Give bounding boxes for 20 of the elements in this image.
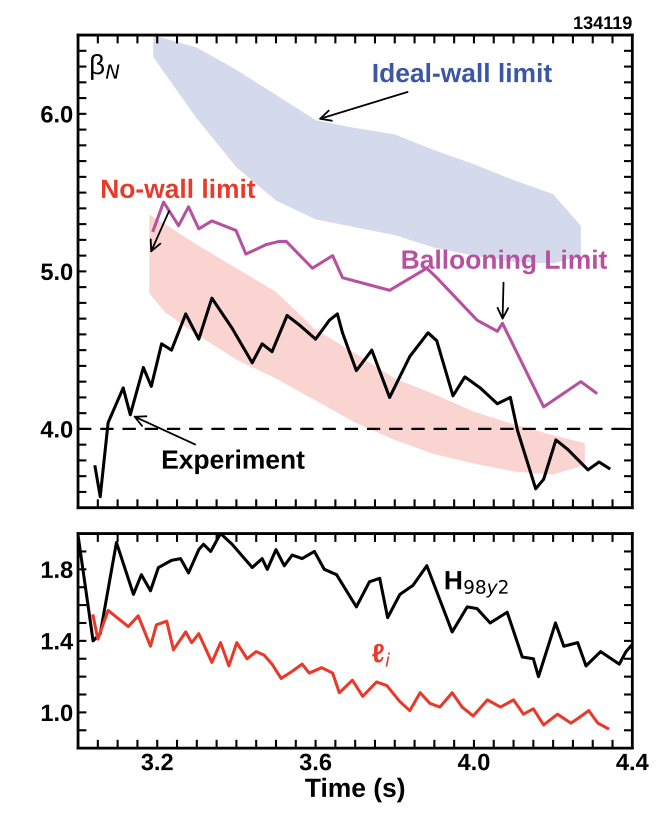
annotation: Ballooning Limit: [402, 250, 608, 274]
x-tick-label: 3.2: [141, 754, 173, 770]
x-tick-label: 4.0: [458, 754, 490, 770]
legend-label: H$_{98y2}$: [446, 571, 508, 598]
annotation: Ideal-wall limit: [374, 62, 552, 82]
text: 134119: [574, 16, 632, 30]
y-tick-label: 5.0: [41, 263, 72, 280]
y-axis-title: β$_{N}$: [91, 54, 120, 80]
x-tick-label: 3.6: [300, 754, 332, 770]
series-label: ℓ$_{i}$: [372, 644, 390, 667]
y-tick-label: 4.0: [40, 420, 72, 438]
y-tick-label: 1.0: [42, 704, 72, 722]
y-tick-label: 6.0: [41, 106, 72, 123]
annotation: No-wall limit: [102, 178, 256, 198]
y-tick-label: 1.8: [42, 561, 72, 578]
x-axis-title: Time (s): [305, 778, 404, 802]
annotation: Experiment: [162, 450, 305, 474]
x-tick-label: 4.4: [616, 754, 649, 770]
line-series: [92, 608, 610, 730]
y-tick-label: 1.4: [42, 633, 74, 650]
